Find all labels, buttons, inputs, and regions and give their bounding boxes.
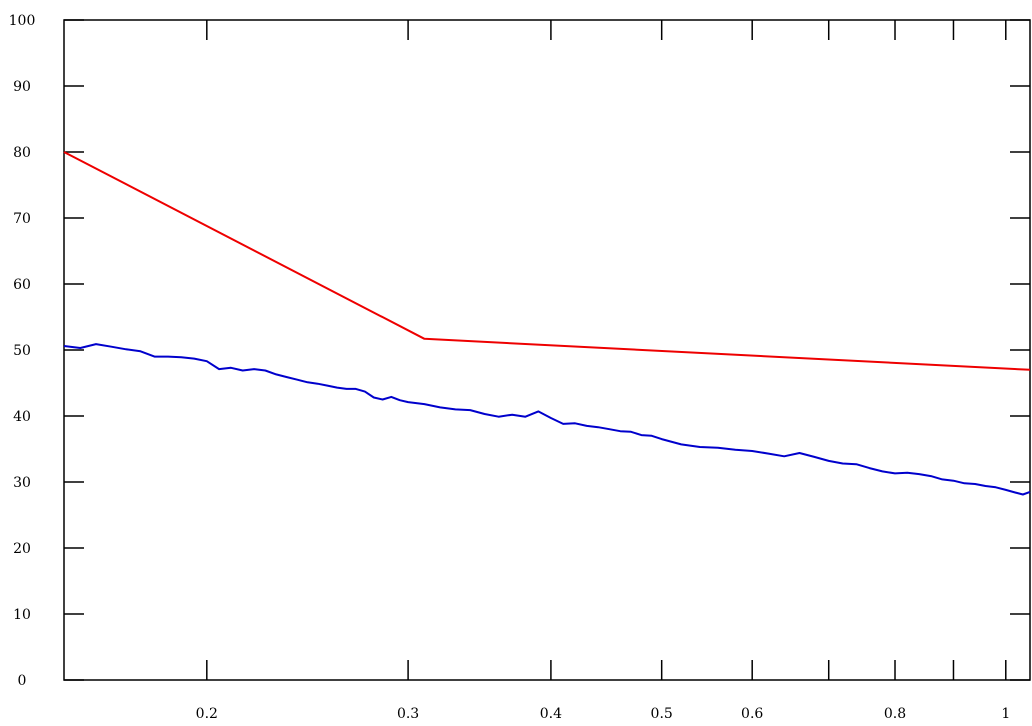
y-tick-label: 50: [13, 343, 31, 359]
x-tick-label: 0.3: [397, 706, 419, 722]
x-tick-label: 0.8: [884, 706, 906, 722]
series-line-2: [63, 343, 1031, 496]
x-tick-label: 0.6: [741, 706, 763, 722]
x-tick-label: 0.4: [540, 706, 562, 722]
y-tick-label: 40: [13, 409, 31, 425]
tick-labels: 0.2 0.3 0.4 0.5 0.6 0.8 1010203040506070809010…: [9, 13, 1011, 722]
x-tick-label: 0.2: [196, 706, 218, 722]
y-tick-label: 20: [13, 541, 31, 557]
y-tick-label: 30: [13, 475, 31, 491]
y-tick-label: 60: [13, 277, 31, 293]
y-tick-label: 0: [18, 673, 27, 689]
y-tick-label: 90: [13, 79, 31, 95]
plot-frame: [63, 19, 1031, 681]
x-tick-label: 0.5: [651, 706, 673, 722]
y-tick-label: 70: [13, 211, 31, 227]
y-tick-label: 100: [9, 13, 36, 29]
series-line-1: [63, 151, 1031, 371]
y-tick-label: 10: [13, 607, 31, 623]
y-tick-label: 80: [13, 145, 31, 161]
axis-ticks: [64, 19, 1030, 681]
x-tick-label: 1: [1001, 706, 1010, 722]
series-group: [63, 151, 1031, 496]
